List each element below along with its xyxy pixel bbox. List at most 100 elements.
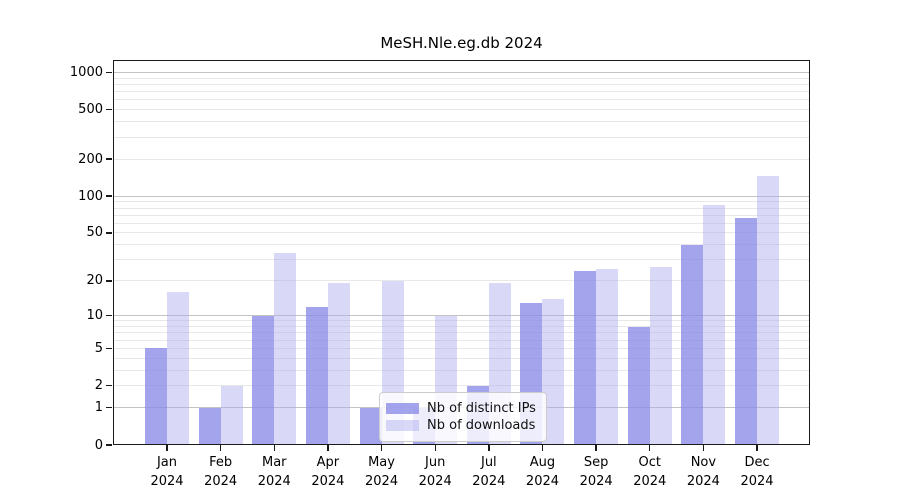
y-tick-label: 200 xyxy=(78,151,103,167)
y-minor-gridline xyxy=(113,83,810,85)
plot-area: 0 1 2 5 10 20 50 100 200 500 1000 Jan 2024 Feb 2024 Mar… xyxy=(70,60,810,489)
y-minor-gridline xyxy=(113,357,810,359)
legend-item-1: Nb of downloads xyxy=(386,418,538,433)
y-tick-label: 50 xyxy=(86,225,103,241)
x-tick-label: May 2024 xyxy=(365,455,399,489)
legend-swatch-icon xyxy=(386,420,419,431)
y-minor-gridline xyxy=(113,232,810,234)
x-tick-mark xyxy=(273,445,275,451)
x-tick-mark xyxy=(488,445,490,451)
y-minor-gridline xyxy=(113,244,810,246)
bar-distinct-ips-sep xyxy=(574,271,597,445)
y-major-gridline xyxy=(113,315,810,317)
bar-downloads-nov xyxy=(703,204,726,445)
y-minor-gridline xyxy=(113,280,810,282)
bar-downloads-sep xyxy=(596,269,619,445)
y-minor-gridline xyxy=(113,99,810,101)
bar-downloads-jan xyxy=(167,292,189,445)
y-minor-gridline xyxy=(113,207,810,209)
y-tick-mark xyxy=(106,385,112,387)
y-minor-gridline xyxy=(113,109,810,111)
bar-distinct-ips-dec xyxy=(735,218,758,445)
legend-item-0: Nb of distinct IPs xyxy=(386,401,538,416)
y-tick-mark xyxy=(106,158,112,160)
x-tick-label: Aug 2024 xyxy=(525,455,560,489)
y-minor-gridline xyxy=(113,77,810,79)
y-minor-gridline xyxy=(113,136,810,138)
y-tick-label: 100 xyxy=(78,188,103,204)
x-tick-label: Sep 2024 xyxy=(579,455,613,489)
legend: Nb of distinct IPs Nb of downloads xyxy=(379,392,547,442)
y-minor-gridline xyxy=(113,91,810,93)
y-tick-label: 500 xyxy=(78,102,103,118)
x-tick-label: Mar 2024 xyxy=(257,455,291,489)
x-tick-mark xyxy=(166,445,168,451)
y-tick-mark xyxy=(106,195,112,197)
y-tick-label: 1 xyxy=(94,400,103,416)
x-tick-label: Dec 2024 xyxy=(740,455,774,489)
y-tick-mark xyxy=(106,444,112,446)
bar-distinct-ips-may xyxy=(359,407,382,445)
bar-downloads-dec xyxy=(757,175,780,445)
bar-distinct-ips-mar xyxy=(252,315,275,445)
legend-swatch-icon xyxy=(386,403,419,414)
y-tick-mark xyxy=(106,232,112,234)
x-tick-mark xyxy=(327,445,329,451)
x-tick-label: Jan 2024 xyxy=(150,455,184,489)
bar-downloads-oct xyxy=(649,267,672,445)
bar-distinct-ips-nov xyxy=(681,244,704,445)
bar-distinct-ips-feb xyxy=(198,407,221,445)
y-major-gridline xyxy=(113,195,810,197)
y-tick-mark xyxy=(106,314,112,317)
y-tick-mark xyxy=(106,71,112,74)
x-tick-mark xyxy=(649,445,651,451)
bar-downloads-aug xyxy=(542,298,565,445)
y-minor-gridline xyxy=(113,326,810,327)
x-tick-mark xyxy=(595,445,597,451)
y-minor-gridline xyxy=(113,201,810,203)
x-tick-mark xyxy=(756,445,758,451)
y-minor-gridline xyxy=(113,369,810,371)
x-tick-mark xyxy=(219,445,222,451)
x-tick-label: Jul 2024 xyxy=(472,455,506,489)
x-tick-mark xyxy=(434,445,436,451)
x-tick-mark xyxy=(380,445,383,451)
y-minor-gridline xyxy=(113,222,810,224)
y-tick-label: 0 xyxy=(94,437,103,453)
x-tick-mark xyxy=(702,445,705,451)
y-minor-gridline xyxy=(113,320,810,322)
y-tick-label: 20 xyxy=(86,273,103,289)
x-tick-label: Apr 2024 xyxy=(311,455,345,489)
bar-distinct-ips-oct xyxy=(627,326,650,445)
y-minor-gridline xyxy=(113,339,810,341)
y-tick-mark xyxy=(106,347,112,350)
y-tick-label: 2 xyxy=(94,378,103,394)
y-minor-gridline xyxy=(113,385,810,387)
bar-distinct-ips-apr xyxy=(305,306,328,445)
x-tick-label: Oct 2024 xyxy=(633,455,667,489)
y-major-gridline xyxy=(113,71,810,73)
bar-distinct-ips-jan xyxy=(145,348,167,445)
y-minor-gridline xyxy=(113,121,810,123)
bar-downloads-feb xyxy=(220,385,243,445)
x-tick-label: Nov 2024 xyxy=(686,455,720,489)
y-minor-gridline xyxy=(113,347,810,349)
y-tick-label: 10 xyxy=(86,308,103,324)
y-minor-gridline xyxy=(113,332,810,334)
chart-title: MeSH.Nle.eg.db 2024 xyxy=(380,34,543,52)
y-minor-gridline xyxy=(113,158,810,160)
y-minor-gridline xyxy=(113,214,810,216)
y-tick-label: 1000 xyxy=(69,64,103,80)
y-minor-gridline xyxy=(113,259,810,261)
x-tick-mark xyxy=(541,445,544,451)
x-tick-label: Jun 2024 xyxy=(418,455,452,489)
x-tick-label: Feb 2024 xyxy=(204,455,238,489)
y-tick-mark xyxy=(106,406,112,409)
legend-label: Nb of downloads xyxy=(427,418,536,433)
bar-downloads-mar xyxy=(274,253,297,445)
y-tick-mark xyxy=(106,109,112,111)
bar-downloads-apr xyxy=(327,283,350,445)
y-tick-mark xyxy=(106,280,112,282)
legend-label: Nb of distinct IPs xyxy=(427,401,536,416)
